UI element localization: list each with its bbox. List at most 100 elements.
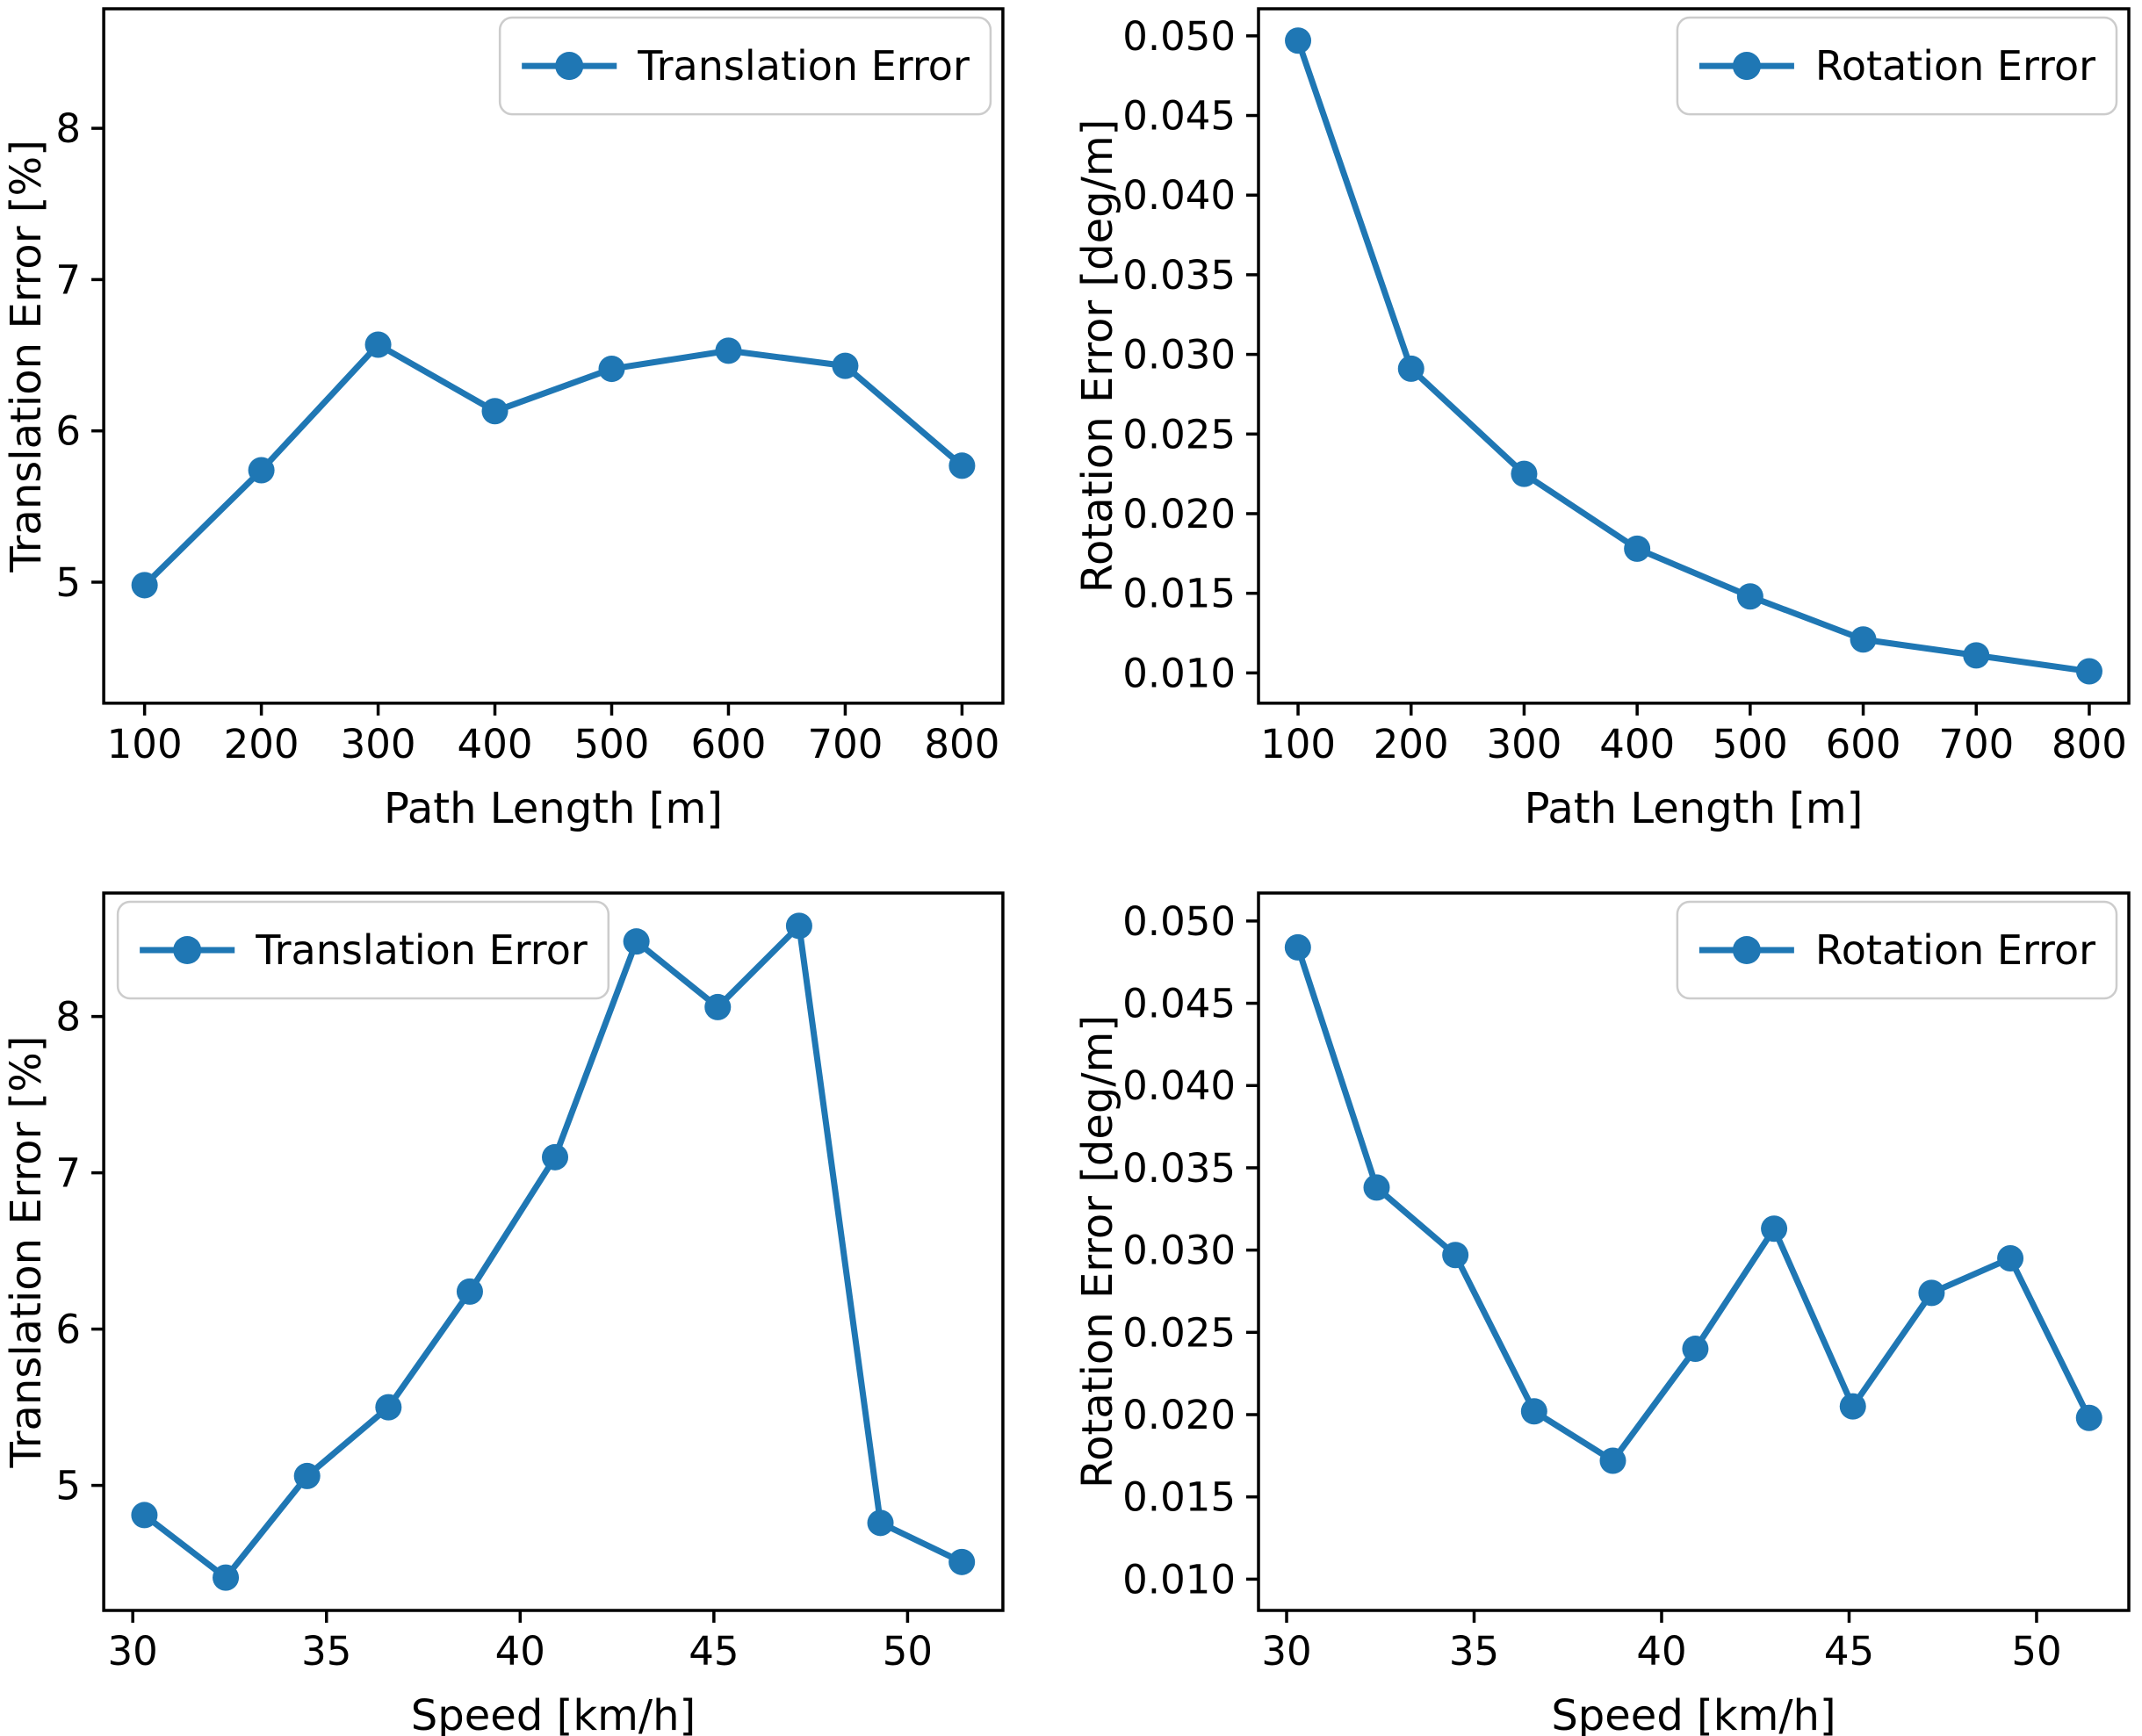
x-tick-label: 500: [574, 721, 650, 767]
plot-border: [102, 891, 1005, 1612]
y-tick-label: 6: [55, 408, 81, 455]
data-point: [948, 1548, 976, 1575]
legend-sample-marker: [1732, 52, 1761, 81]
data-point: [1682, 1336, 1709, 1363]
y-tick-label: 0.035: [1122, 252, 1236, 299]
chart-translation-vs-speed: 30 35 40 45 50 5 6 7 8 Speed [km/h] Translation Er…: [0, 868, 1071, 1736]
x-axis-label: Speed [km/h]: [411, 1691, 696, 1736]
y-tick-label: 0.050: [1122, 898, 1236, 945]
chart-rotation-vs-speed: 30 35 40 45 50 0.010 0.015 0.020 0.025 0.030 0.035…: [1071, 868, 2142, 1736]
data-point: [1363, 1174, 1390, 1201]
data-point: [1397, 355, 1424, 382]
y-tick-label: 0.015: [1122, 571, 1236, 617]
x-tick-label: 40: [1636, 1628, 1686, 1675]
plot-border: [102, 7, 1005, 705]
data-line: [142, 341, 964, 587]
legend-sample-marker: [173, 936, 202, 964]
y-tick-label: 0.030: [1122, 332, 1236, 378]
x-tick-label: 600: [690, 721, 766, 767]
y-tick-label: 6: [55, 1307, 81, 1353]
y-tick-label: 0.010: [1122, 1556, 1236, 1603]
plot-background: [0, 868, 1071, 1736]
data-point: [1624, 535, 1651, 562]
data-point: [1285, 27, 1312, 54]
y-tick-label: 0.020: [1122, 491, 1236, 537]
x-tick-label: 45: [1824, 1628, 1874, 1675]
data-point: [213, 1564, 240, 1591]
x-tick-label: 30: [1261, 1628, 1311, 1675]
y-tick-label: 0.045: [1122, 93, 1236, 140]
data-point: [623, 928, 650, 955]
data-point: [1599, 1447, 1626, 1474]
legend-label: Translation Error: [255, 926, 588, 974]
data-line: [1295, 40, 2090, 675]
data-point: [1511, 460, 1538, 487]
y-tick-label: 0.025: [1122, 411, 1236, 457]
x-tick-label: 300: [1487, 721, 1562, 767]
data-point: [248, 457, 275, 484]
y-tick-label: 0.040: [1122, 172, 1236, 219]
plot-border: [1257, 891, 2131, 1612]
x-axis-label: Path Length [m]: [384, 784, 723, 833]
legend-sample-marker: [1732, 936, 1761, 964]
y-tick-label: 0.050: [1122, 13, 1236, 60]
data-point: [1963, 642, 1990, 669]
data-point: [364, 331, 392, 358]
data-point: [715, 337, 742, 364]
panel-rotation-vs-path-length: 100 200 300 400 500 600 700 800 0.010 0.015 0.020 0…: [1071, 0, 2142, 868]
x-tick-label: 600: [1826, 721, 1901, 767]
data-point: [1850, 626, 1877, 653]
y-tick-label: 7: [55, 1150, 81, 1197]
x-tick-label: 400: [458, 721, 533, 767]
legend: Rotation Error: [1676, 16, 2118, 116]
plot-background: [1071, 868, 2142, 1736]
y-tick-label: 0.010: [1122, 650, 1236, 696]
data-point: [456, 1278, 483, 1305]
data-point: [375, 1394, 402, 1421]
x-axis-label: Speed [km/h]: [1551, 1691, 1835, 1736]
panel-translation-vs-path-length: 100 200 300 400 500 600 700 800 5 6 7 8 Path Length …: [0, 0, 1071, 868]
legend: Translation Error: [498, 16, 992, 116]
x-tick-label: 700: [1938, 721, 2014, 767]
x-tick-label: 500: [1713, 721, 1788, 767]
data-point: [867, 1509, 894, 1537]
x-tick-label: 100: [107, 721, 183, 767]
x-tick-label: 50: [883, 1628, 933, 1675]
data-point: [2075, 1404, 2102, 1431]
y-tick-label: 0.045: [1122, 981, 1236, 1027]
data-point: [1284, 933, 1311, 961]
data-point: [1520, 1398, 1547, 1425]
panel-translation-vs-speed: 30 35 40 45 50 5 6 7 8 Speed [km/h] Translation Er…: [0, 868, 1071, 1736]
y-tick-label: 0.030: [1122, 1228, 1236, 1274]
x-tick-label: 300: [341, 721, 416, 767]
data-point: [541, 1143, 569, 1171]
legend-box: [1676, 16, 2118, 116]
x-tick-label: 700: [807, 721, 883, 767]
y-tick-label: 5: [55, 1463, 81, 1509]
data-point: [948, 452, 976, 479]
data-point: [2075, 658, 2102, 685]
y-tick-label: 0.015: [1122, 1474, 1236, 1521]
legend-box: [116, 900, 610, 1000]
data-point: [1761, 1215, 1788, 1243]
y-tick-label: 0.025: [1122, 1309, 1236, 1356]
y-axis-label: Translation Error [%]: [2, 1036, 51, 1469]
data-point: [1736, 583, 1763, 610]
data-point: [1918, 1279, 1945, 1307]
chart-translation-vs-path-length: 100 200 300 400 500 600 700 800 5 6 7 8 Path Length …: [0, 0, 1071, 868]
y-axis-label: Rotation Error [deg/m]: [1073, 119, 1122, 594]
data-point: [785, 912, 812, 940]
x-tick-label: 50: [2011, 1628, 2061, 1675]
x-tick-label: 200: [1374, 721, 1449, 767]
legend-label: Rotation Error: [1815, 926, 2095, 974]
y-tick-label: 0.040: [1122, 1062, 1236, 1109]
plot-border: [1257, 7, 2131, 705]
data-point: [481, 398, 508, 425]
x-tick-label: 100: [1260, 721, 1336, 767]
x-tick-label: 800: [924, 721, 999, 767]
y-tick-label: 0.035: [1122, 1145, 1236, 1192]
x-tick-label: 35: [301, 1628, 351, 1675]
legend: Rotation Error: [1676, 900, 2118, 1000]
x-tick-label: 35: [1449, 1628, 1499, 1675]
